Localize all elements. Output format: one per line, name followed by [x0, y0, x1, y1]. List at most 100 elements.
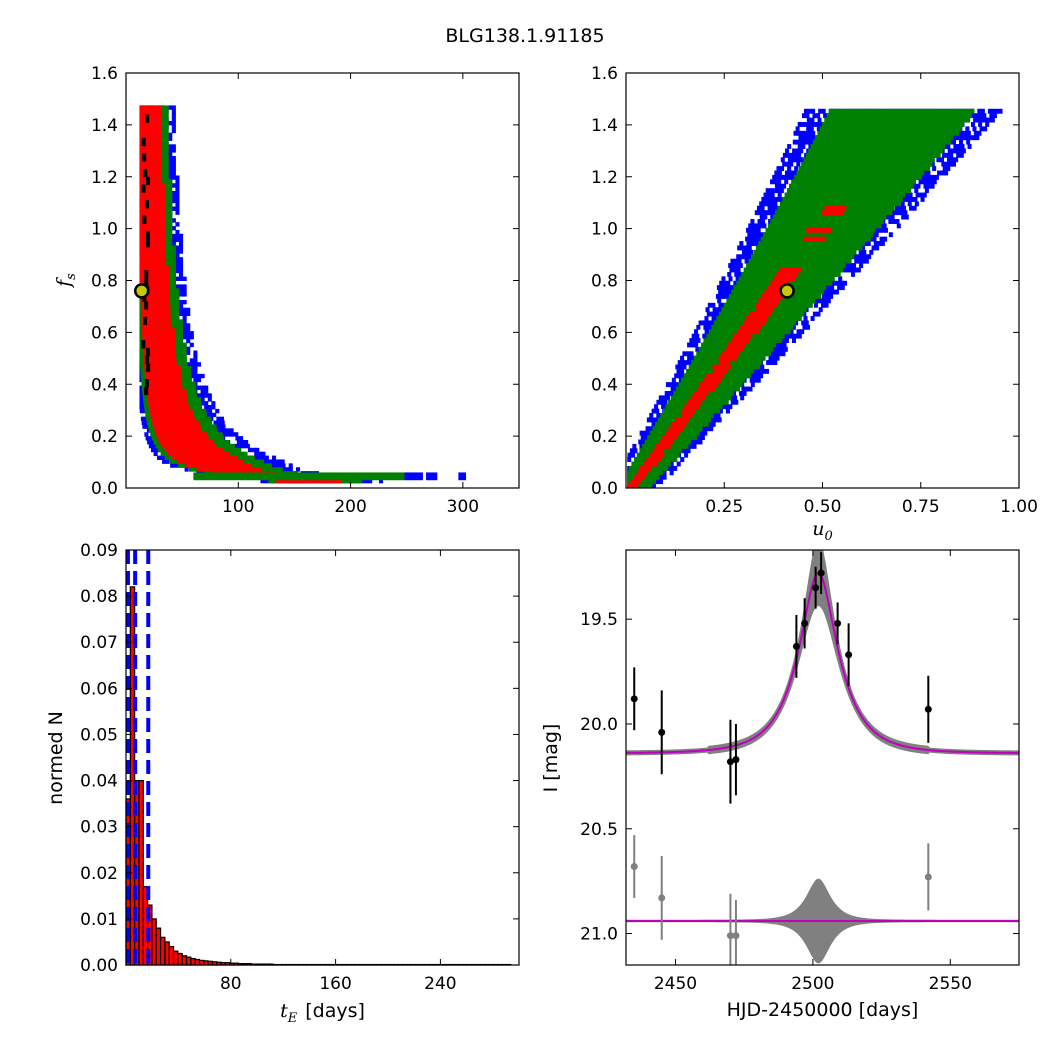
density-cell [153, 218, 158, 223]
density-cell [153, 175, 158, 180]
density-cell [195, 432, 200, 437]
density-cell [151, 284, 156, 289]
density-cell [150, 210, 155, 215]
density-cell [155, 369, 160, 375]
density-cell [204, 472, 209, 481]
density-cell [249, 463, 254, 468]
density-cell [200, 373, 205, 379]
density-cell [161, 144, 166, 149]
density-cell [834, 289, 839, 295]
density-cell [398, 472, 403, 481]
density-cell [204, 412, 210, 418]
density-cell [162, 299, 167, 305]
density-cell [153, 432, 158, 437]
density-cell [168, 447, 173, 453]
density-cell [143, 245, 148, 250]
density-cell [154, 393, 159, 398]
density-cell [206, 440, 211, 445]
density-cell [175, 222, 180, 227]
density-cell [154, 447, 159, 453]
density-cell [168, 389, 173, 394]
density-cell [868, 236, 873, 242]
density-cell [162, 366, 167, 371]
density-cell [196, 393, 202, 398]
density-cell [869, 249, 874, 255]
density-cell [139, 233, 144, 239]
density-cell [175, 261, 180, 266]
density-cell [227, 432, 232, 437]
density-cell [358, 472, 363, 481]
density-cell [689, 351, 694, 357]
density-cell [702, 320, 707, 326]
density-cell [829, 293, 834, 299]
density-cell [192, 385, 197, 390]
density-cell [229, 472, 234, 481]
density-cell [229, 455, 234, 460]
density-cell [157, 393, 162, 398]
density-cell [155, 296, 160, 301]
density-cell [164, 187, 169, 192]
density-cell [146, 210, 151, 215]
density-cell [178, 272, 184, 278]
density-cell [139, 334, 144, 340]
density-cell [783, 346, 788, 352]
density-cell [213, 420, 218, 425]
density-cell [164, 342, 169, 348]
density-cell [204, 405, 209, 410]
density-cell [358, 478, 363, 484]
density-cell [182, 350, 187, 355]
density-cell [877, 241, 882, 246]
density-cell [177, 405, 182, 410]
density-cell [147, 272, 152, 278]
density-cell [165, 280, 170, 285]
density-cell [166, 420, 171, 425]
density-cell [175, 249, 180, 254]
density-cell [150, 183, 155, 188]
density-cell [160, 381, 165, 387]
density-cell [861, 258, 866, 264]
density-cell [150, 253, 155, 258]
density-cell [797, 333, 802, 339]
density-cell [860, 245, 865, 251]
density-cell [139, 245, 144, 250]
density-cell [734, 271, 739, 277]
density-cell [671, 377, 676, 383]
density-cell [139, 218, 144, 223]
density-cell [157, 148, 162, 153]
density-cell [167, 334, 172, 340]
density-cell [646, 417, 651, 423]
density-cell [168, 218, 173, 223]
density-cell [278, 467, 283, 472]
density-cell [879, 236, 884, 242]
density-cell [218, 455, 223, 460]
density-cell [143, 261, 148, 266]
density-cell [161, 148, 166, 153]
density-cell [161, 284, 166, 289]
density-cell [236, 440, 241, 445]
density-cell [676, 368, 681, 374]
density-cell [139, 124, 144, 130]
density-cell [171, 292, 176, 297]
density-cell [644, 435, 649, 440]
density-cell [148, 303, 153, 309]
density-cell [756, 227, 761, 233]
density-cell [163, 377, 168, 383]
density-cell [171, 296, 176, 301]
density-cell [749, 241, 755, 246]
density-cell [189, 369, 194, 375]
density-cell [264, 478, 269, 484]
density-cell [161, 350, 166, 355]
density-cell [175, 362, 181, 367]
density-cell [147, 296, 152, 301]
density-cell [288, 463, 293, 468]
density-cell [151, 292, 156, 297]
density-cell [139, 401, 144, 406]
density-cell [171, 117, 176, 122]
density-cell [153, 144, 158, 149]
density-cell [268, 478, 273, 484]
density-cell [221, 467, 226, 472]
density-cell [140, 299, 145, 305]
density-cell [151, 288, 156, 293]
density-cell [733, 395, 738, 401]
density-cell [143, 229, 148, 235]
